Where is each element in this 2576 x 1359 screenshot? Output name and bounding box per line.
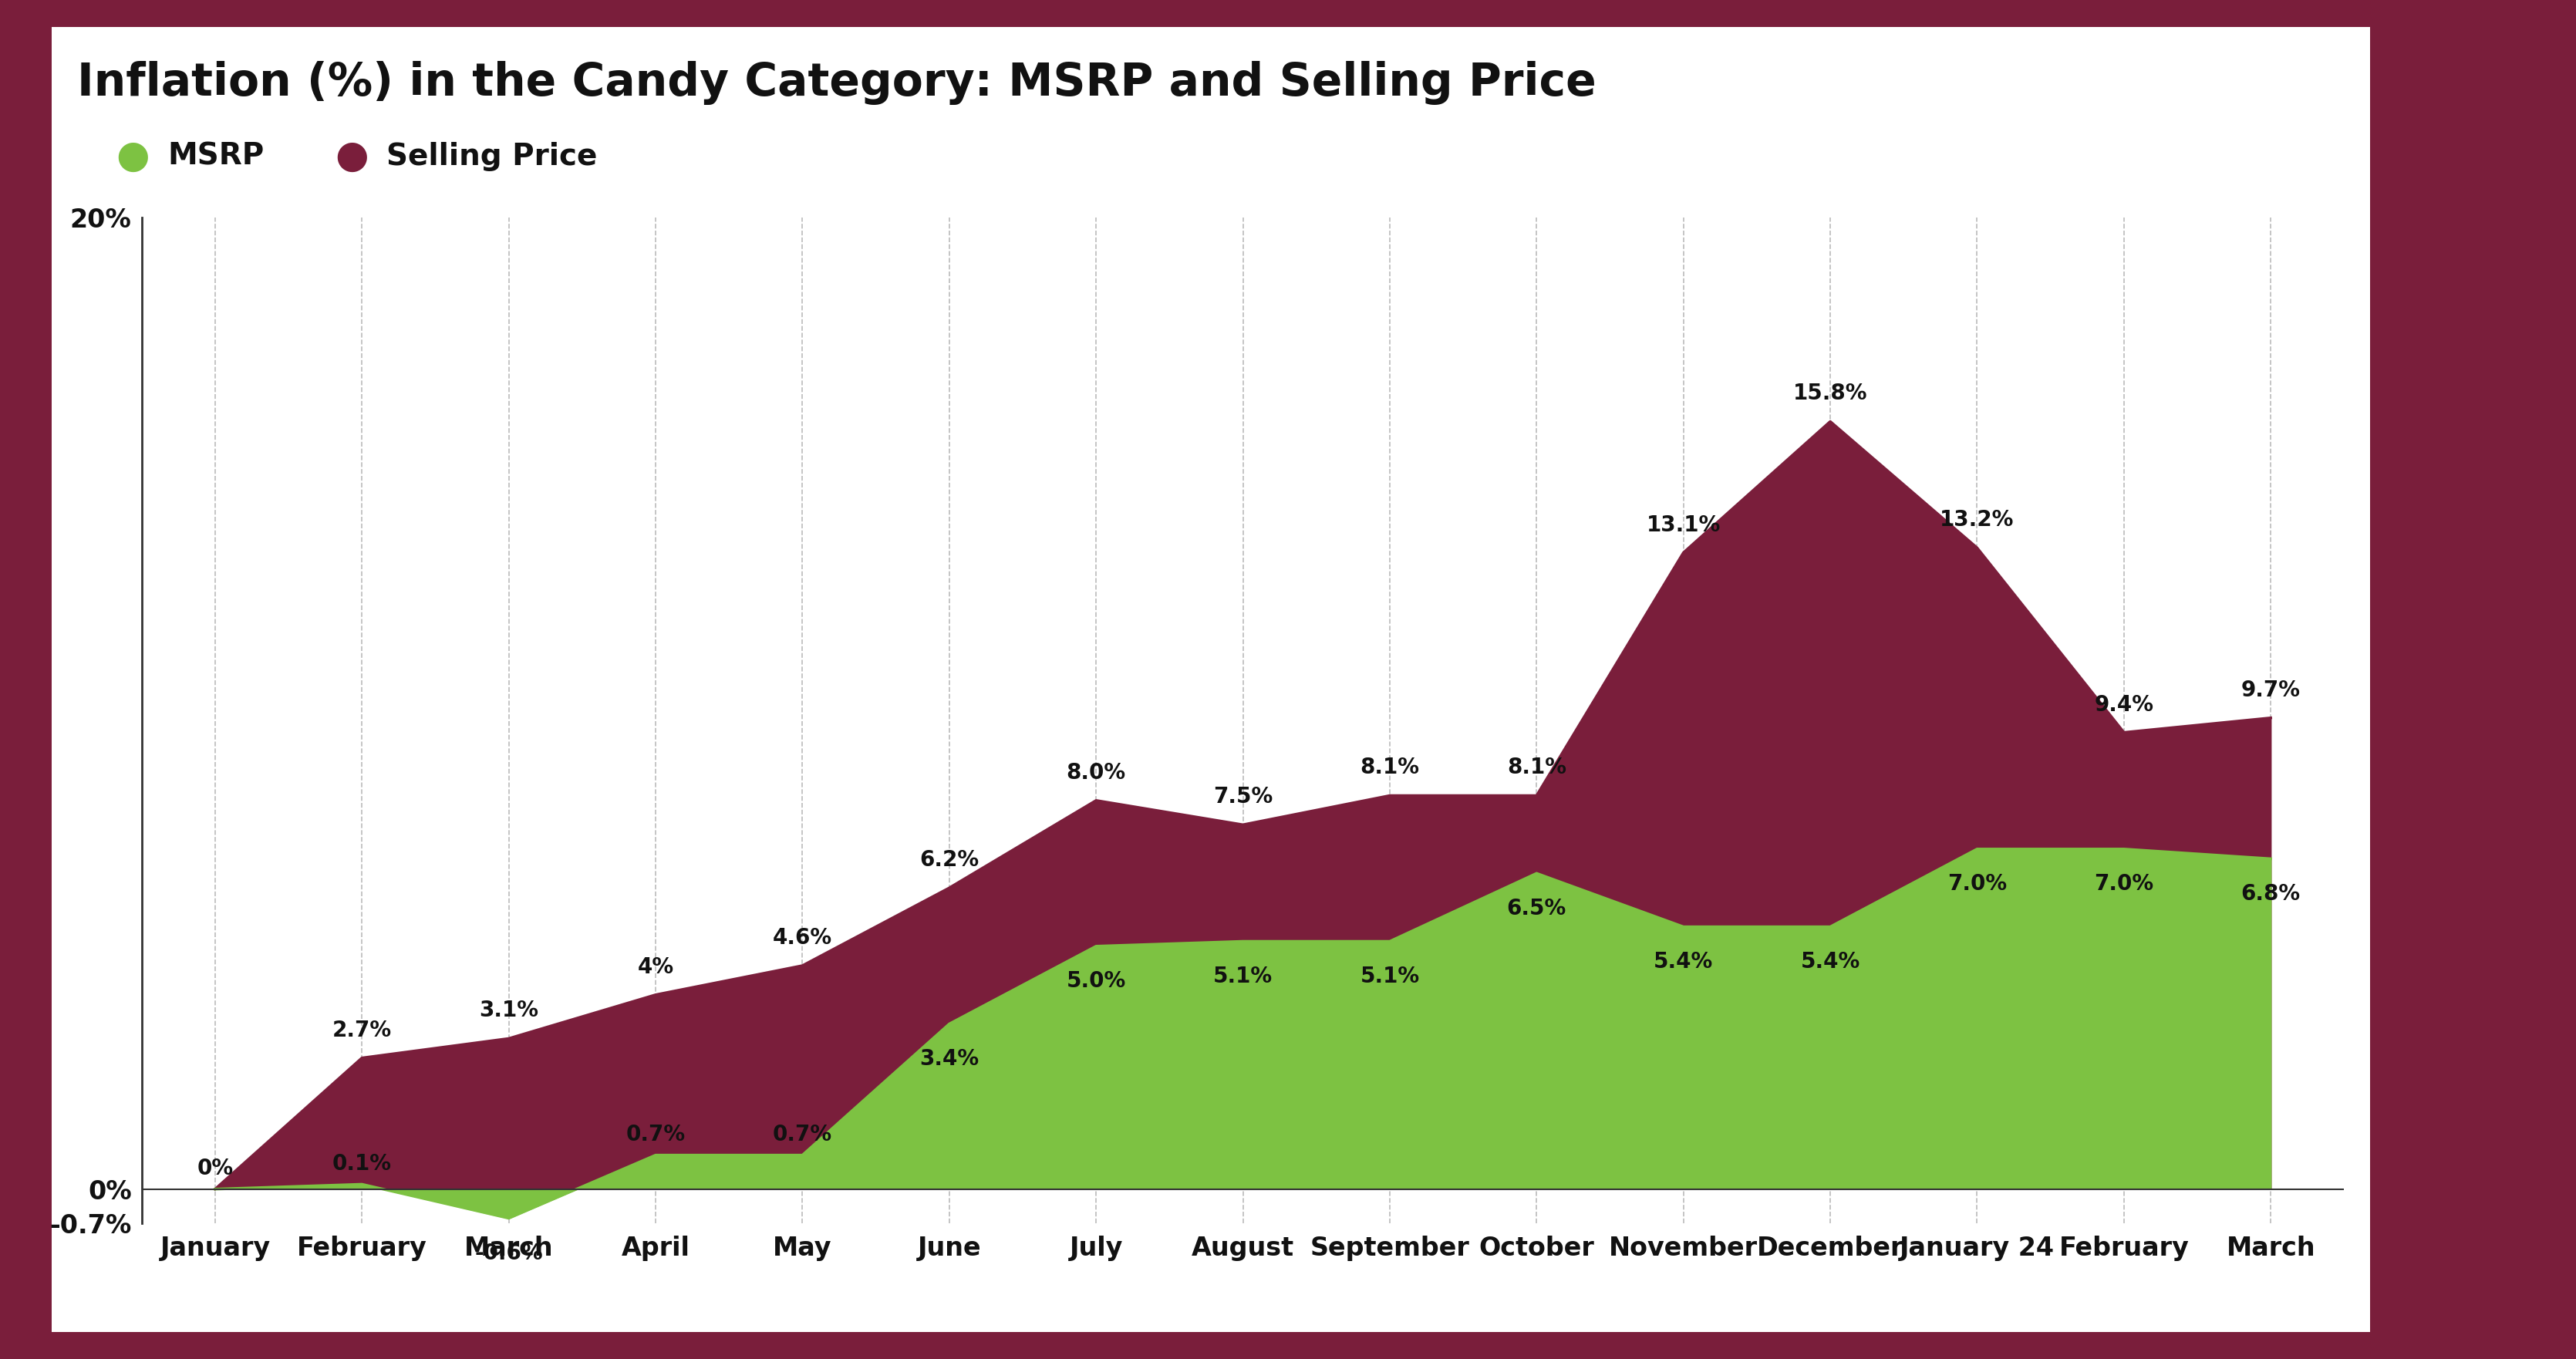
Text: 7.0%: 7.0% <box>1947 874 2007 894</box>
Text: Inflation (%) in the Candy Category: MSRP and Selling Price: Inflation (%) in the Candy Category: MSR… <box>77 61 1597 105</box>
Text: 13.2%: 13.2% <box>1940 510 2014 531</box>
Text: 5.4%: 5.4% <box>1654 951 1713 973</box>
Text: 5.1%: 5.1% <box>1360 966 1419 987</box>
Text: 0.1%: 0.1% <box>332 1152 392 1174</box>
Text: 8.1%: 8.1% <box>1507 757 1566 779</box>
Text: ●: ● <box>116 137 149 175</box>
Text: 2.7%: 2.7% <box>332 1019 392 1041</box>
Text: 3.1%: 3.1% <box>479 1000 538 1022</box>
Text: 7.0%: 7.0% <box>2094 874 2154 894</box>
Text: 9.7%: 9.7% <box>2241 680 2300 701</box>
Text: 6.5%: 6.5% <box>1507 897 1566 919</box>
Text: 0.7%: 0.7% <box>626 1124 685 1146</box>
Text: 13.1%: 13.1% <box>1646 514 1721 535</box>
Text: 5.0%: 5.0% <box>1066 970 1126 992</box>
Text: ●: ● <box>335 137 368 175</box>
Text: -0.6%: -0.6% <box>474 1242 544 1264</box>
Text: 15.8%: 15.8% <box>1793 383 1868 405</box>
Text: 3.4%: 3.4% <box>920 1048 979 1070</box>
Text: 6.8%: 6.8% <box>2241 883 2300 905</box>
Text: 0%: 0% <box>196 1158 234 1180</box>
Text: 4%: 4% <box>636 957 675 977</box>
Text: MSRP: MSRP <box>167 141 265 171</box>
Text: Selling Price: Selling Price <box>386 141 598 171</box>
Text: 0.7%: 0.7% <box>773 1124 832 1146</box>
Text: 8.0%: 8.0% <box>1066 762 1126 783</box>
Text: 5.4%: 5.4% <box>1801 951 1860 973</box>
Text: 7.5%: 7.5% <box>1213 786 1273 807</box>
Text: 8.1%: 8.1% <box>1360 757 1419 779</box>
Text: 5.1%: 5.1% <box>1213 966 1273 987</box>
Text: 4.6%: 4.6% <box>773 927 832 949</box>
Text: 9.4%: 9.4% <box>2094 694 2154 715</box>
Text: 6.2%: 6.2% <box>920 849 979 871</box>
